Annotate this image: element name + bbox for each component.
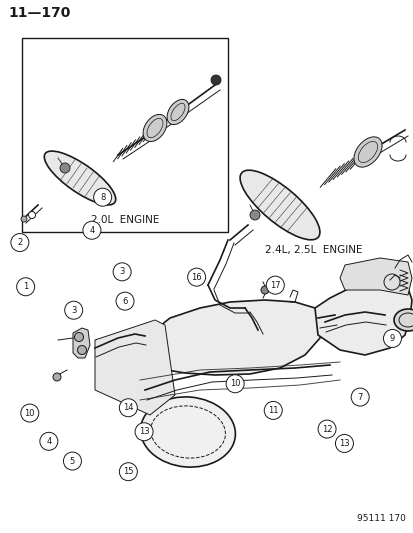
Ellipse shape — [393, 309, 413, 331]
Text: 12: 12 — [321, 425, 332, 433]
Text: 14: 14 — [123, 403, 133, 412]
Text: 1: 1 — [23, 282, 28, 291]
Circle shape — [40, 432, 58, 450]
Text: 8: 8 — [100, 193, 105, 201]
Circle shape — [60, 163, 70, 173]
Circle shape — [83, 221, 101, 239]
Circle shape — [266, 276, 284, 294]
Text: 5: 5 — [70, 457, 75, 465]
Circle shape — [382, 329, 401, 348]
Text: 4: 4 — [89, 226, 94, 235]
Text: 6: 6 — [122, 297, 127, 305]
Ellipse shape — [140, 397, 235, 467]
Circle shape — [17, 278, 35, 296]
Circle shape — [350, 388, 368, 406]
Text: 15: 15 — [123, 467, 133, 476]
Circle shape — [211, 75, 221, 85]
Polygon shape — [339, 258, 411, 295]
Text: 16: 16 — [191, 273, 202, 281]
Circle shape — [225, 375, 244, 393]
Polygon shape — [132, 300, 324, 375]
Circle shape — [64, 301, 83, 319]
Circle shape — [113, 263, 131, 281]
Circle shape — [260, 286, 268, 294]
Circle shape — [74, 333, 83, 342]
Text: 17: 17 — [269, 281, 280, 289]
Circle shape — [335, 434, 353, 453]
Circle shape — [383, 274, 399, 290]
Text: 13: 13 — [338, 439, 349, 448]
Text: 2: 2 — [17, 238, 22, 247]
Circle shape — [21, 404, 39, 422]
Circle shape — [28, 212, 36, 219]
Text: 7: 7 — [357, 393, 362, 401]
Ellipse shape — [143, 115, 166, 142]
Text: 11—170: 11—170 — [8, 6, 70, 20]
Circle shape — [249, 210, 259, 220]
Text: 2.4L, 2.5L  ENGINE: 2.4L, 2.5L ENGINE — [264, 245, 362, 255]
Ellipse shape — [353, 137, 381, 167]
Circle shape — [63, 452, 81, 470]
Circle shape — [77, 345, 86, 354]
Circle shape — [21, 216, 27, 222]
Text: 4: 4 — [46, 437, 51, 446]
Text: 10: 10 — [229, 379, 240, 388]
Circle shape — [53, 373, 61, 381]
Polygon shape — [314, 282, 411, 355]
Ellipse shape — [44, 151, 116, 205]
Circle shape — [187, 268, 205, 286]
Circle shape — [11, 233, 29, 252]
Text: 9: 9 — [389, 334, 394, 343]
Polygon shape — [95, 320, 175, 415]
Circle shape — [317, 420, 335, 438]
Ellipse shape — [167, 100, 188, 125]
Text: 13: 13 — [138, 427, 149, 436]
Circle shape — [93, 188, 112, 206]
Text: 3: 3 — [71, 306, 76, 314]
Text: 95111 170: 95111 170 — [356, 514, 405, 523]
Circle shape — [119, 463, 137, 481]
Circle shape — [263, 401, 282, 419]
Text: 2.0L  ENGINE: 2.0L ENGINE — [90, 215, 159, 225]
Ellipse shape — [240, 170, 319, 240]
Circle shape — [135, 423, 153, 441]
Text: 11: 11 — [267, 406, 278, 415]
Text: 3: 3 — [119, 268, 124, 276]
Circle shape — [119, 399, 137, 417]
Polygon shape — [73, 328, 90, 358]
Circle shape — [116, 292, 134, 310]
FancyBboxPatch shape — [22, 38, 228, 232]
Text: 10: 10 — [24, 409, 35, 417]
